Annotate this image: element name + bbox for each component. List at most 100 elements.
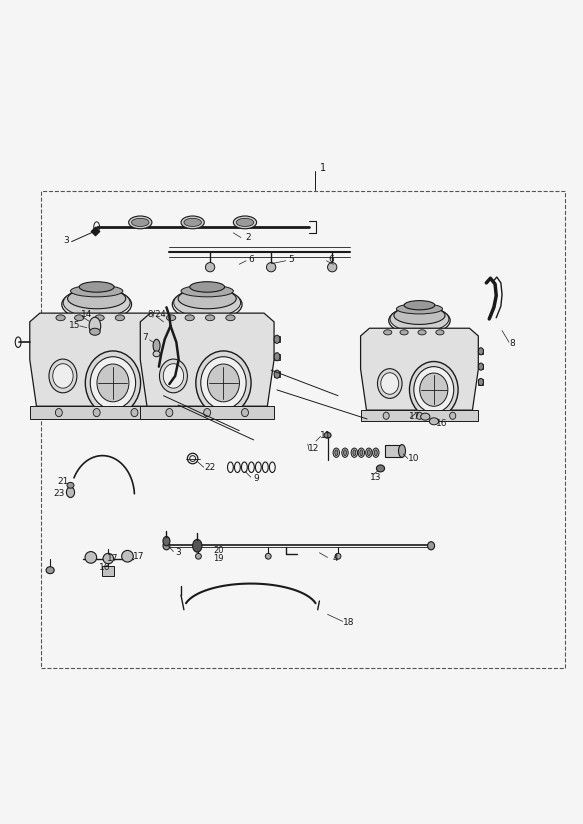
Ellipse shape — [67, 482, 74, 488]
Polygon shape — [30, 313, 164, 406]
Ellipse shape — [166, 409, 173, 417]
Ellipse shape — [172, 288, 242, 321]
Ellipse shape — [79, 282, 114, 293]
Ellipse shape — [185, 315, 194, 321]
Ellipse shape — [377, 465, 385, 472]
Ellipse shape — [333, 448, 339, 457]
Ellipse shape — [71, 285, 123, 297]
Ellipse shape — [373, 448, 379, 457]
Bar — [41, 191, 565, 668]
Ellipse shape — [418, 330, 426, 335]
Ellipse shape — [153, 351, 160, 357]
Bar — [385, 445, 402, 457]
Text: 8: 8 — [510, 339, 515, 348]
Bar — [30, 406, 164, 419]
Ellipse shape — [335, 450, 338, 456]
Text: 8/24: 8/24 — [147, 310, 166, 319]
Text: 16: 16 — [436, 419, 447, 428]
Ellipse shape — [55, 409, 62, 417]
Text: 19: 19 — [213, 554, 224, 563]
Text: 4: 4 — [332, 554, 338, 563]
Ellipse shape — [184, 218, 201, 227]
Ellipse shape — [241, 409, 248, 417]
Ellipse shape — [409, 362, 458, 418]
Text: 17: 17 — [107, 554, 118, 563]
Ellipse shape — [62, 288, 132, 321]
Ellipse shape — [429, 418, 438, 425]
Ellipse shape — [265, 554, 271, 559]
Ellipse shape — [274, 335, 280, 344]
Text: 18: 18 — [343, 618, 354, 627]
Ellipse shape — [205, 315, 215, 321]
Text: 23: 23 — [53, 489, 65, 498]
Ellipse shape — [93, 409, 100, 417]
Polygon shape — [361, 328, 478, 410]
Ellipse shape — [181, 285, 233, 297]
Bar — [274, 372, 280, 377]
Ellipse shape — [208, 364, 240, 402]
Ellipse shape — [164, 370, 170, 378]
Ellipse shape — [478, 378, 483, 386]
Ellipse shape — [351, 448, 357, 457]
Bar — [274, 336, 280, 342]
Bar — [164, 353, 170, 359]
Ellipse shape — [374, 450, 377, 456]
Ellipse shape — [163, 541, 170, 550]
Ellipse shape — [436, 330, 444, 335]
Ellipse shape — [203, 409, 210, 417]
Ellipse shape — [46, 567, 54, 574]
Ellipse shape — [427, 541, 434, 550]
Ellipse shape — [167, 315, 175, 321]
Ellipse shape — [233, 216, 257, 229]
Ellipse shape — [226, 315, 235, 321]
Point — [90, 224, 100, 237]
Ellipse shape — [201, 357, 246, 409]
Ellipse shape — [132, 218, 149, 227]
Ellipse shape — [236, 218, 254, 227]
Ellipse shape — [164, 335, 170, 344]
Ellipse shape — [68, 288, 126, 309]
Ellipse shape — [56, 315, 65, 321]
Text: 7: 7 — [142, 333, 148, 342]
Ellipse shape — [384, 330, 392, 335]
Ellipse shape — [420, 413, 430, 420]
Ellipse shape — [129, 216, 152, 229]
Ellipse shape — [274, 370, 280, 378]
Ellipse shape — [160, 359, 187, 393]
Ellipse shape — [399, 445, 406, 457]
Text: 21: 21 — [58, 477, 69, 486]
Ellipse shape — [366, 448, 372, 457]
Ellipse shape — [63, 288, 130, 317]
Text: 20: 20 — [213, 546, 224, 555]
Bar — [478, 379, 483, 385]
Bar — [164, 336, 170, 342]
Ellipse shape — [367, 450, 370, 456]
Text: 5: 5 — [289, 255, 294, 265]
Text: 6: 6 — [328, 255, 334, 265]
Ellipse shape — [383, 412, 389, 419]
Ellipse shape — [390, 307, 449, 332]
Bar — [478, 364, 483, 369]
Ellipse shape — [195, 554, 201, 559]
Bar — [478, 349, 483, 353]
Bar — [164, 372, 170, 377]
Ellipse shape — [396, 304, 442, 314]
Text: 10: 10 — [408, 454, 419, 463]
Ellipse shape — [324, 433, 331, 438]
Ellipse shape — [414, 367, 454, 413]
Ellipse shape — [90, 328, 100, 335]
Ellipse shape — [360, 450, 363, 456]
Text: 9: 9 — [254, 475, 259, 484]
Ellipse shape — [163, 536, 170, 545]
Text: 6: 6 — [248, 255, 254, 265]
Bar — [274, 353, 280, 359]
Ellipse shape — [196, 351, 251, 415]
Ellipse shape — [163, 363, 184, 388]
Bar — [103, 565, 114, 576]
Ellipse shape — [66, 487, 75, 498]
Ellipse shape — [192, 540, 202, 552]
Text: 12: 12 — [308, 443, 319, 452]
Ellipse shape — [420, 373, 448, 406]
Ellipse shape — [449, 412, 456, 419]
Bar — [141, 406, 274, 419]
